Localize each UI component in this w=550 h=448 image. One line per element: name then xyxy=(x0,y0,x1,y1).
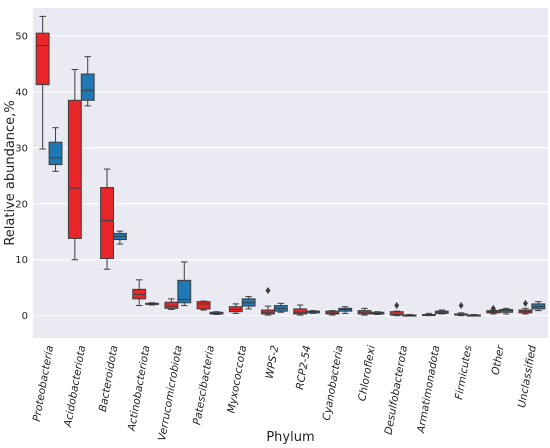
x-category-label: Other xyxy=(490,344,507,376)
y-tick-label: 10 xyxy=(15,255,28,266)
box-iqr xyxy=(177,279,192,304)
box-iqr xyxy=(67,99,82,239)
x-category-label: Desulfobacterota xyxy=(383,344,411,435)
box-blue-3 xyxy=(145,302,160,306)
box-red-15 xyxy=(518,299,533,315)
x-category-label: Myxococcota xyxy=(225,344,249,414)
x-category-label: Acidobacteriota xyxy=(62,344,88,428)
box-red-3 xyxy=(132,279,147,307)
x-category-label: Patescibacteria xyxy=(191,344,217,425)
x-category-label: Actinobacteriota xyxy=(126,344,153,432)
x-category-label: Proteobacteria xyxy=(31,344,56,422)
box-red-5 xyxy=(196,300,211,311)
box-blue-8 xyxy=(306,310,320,314)
outlier-marker xyxy=(522,299,528,307)
box-blue-2 xyxy=(112,230,127,245)
box-blue-9 xyxy=(338,306,353,314)
boxes xyxy=(35,15,546,317)
box-blue-14 xyxy=(499,307,514,315)
box-iqr xyxy=(196,301,211,310)
outlier-marker xyxy=(394,302,400,310)
box-blue-1 xyxy=(80,56,95,107)
box-red-0 xyxy=(35,15,50,150)
box-red-7 xyxy=(261,286,275,316)
x-category-label: Bacteroidota xyxy=(97,344,121,412)
x-category-label: Armatimonadota xyxy=(415,344,442,434)
x-category-label: Cyanobacteria xyxy=(321,344,346,421)
box-red-13 xyxy=(454,302,469,317)
box-red-10 xyxy=(357,307,372,316)
x-category-label: RCP2-54 xyxy=(294,344,314,390)
box-blue-7 xyxy=(273,302,288,313)
box-red-1 xyxy=(67,69,82,261)
y-tick-label: 20 xyxy=(15,199,28,210)
box-blue-0 xyxy=(48,127,63,172)
box-blue-15 xyxy=(531,301,546,312)
y-tick-label: 0 xyxy=(22,311,28,322)
outlier-marker xyxy=(458,302,464,310)
box-red-9 xyxy=(325,310,340,316)
box-red-11 xyxy=(389,302,404,317)
box-blue-6 xyxy=(241,296,256,310)
x-category-label: Verrucomicrobiota xyxy=(156,344,185,441)
y-tick-labels: 0 10 20 30 40 50 xyxy=(15,31,28,322)
box-blue-12 xyxy=(434,309,449,315)
x-tick-labels: Proteobacteria Acidobacteriota Bacteroidot… xyxy=(31,344,539,442)
box-iqr xyxy=(389,311,404,316)
x-category-label: WPS-2 xyxy=(264,344,282,380)
x-category-label: Chloroflexi xyxy=(356,344,378,402)
box-blue-11 xyxy=(402,314,417,317)
outlier-marker xyxy=(265,286,271,294)
x-axis-title: Phylum xyxy=(266,430,314,445)
y-tick-label: 40 xyxy=(15,87,28,98)
box-iqr xyxy=(293,308,308,315)
box-blue-10 xyxy=(370,311,385,316)
plot-area xyxy=(33,8,548,338)
box-iqr xyxy=(100,187,114,260)
y-tick-label: 30 xyxy=(15,143,28,154)
box-blue-4 xyxy=(177,261,192,307)
box-iqr xyxy=(48,141,63,166)
x-category-label: Firmicutes xyxy=(453,344,474,401)
outlier-marker xyxy=(490,304,496,312)
box-blue-5 xyxy=(209,311,224,316)
x-category-label: Unclassified xyxy=(516,344,539,409)
box-iqr xyxy=(80,73,95,101)
box-red-2 xyxy=(100,168,114,270)
box-iqr xyxy=(35,32,50,86)
box-red-6 xyxy=(228,303,243,314)
box-red-12 xyxy=(421,312,436,317)
box-red-4 xyxy=(164,298,179,310)
box-iqr xyxy=(164,301,179,309)
y-axis-title: Relative abundance,% xyxy=(3,100,18,245)
box-blue-13 xyxy=(467,314,481,317)
y-tick-label: 50 xyxy=(15,31,28,42)
